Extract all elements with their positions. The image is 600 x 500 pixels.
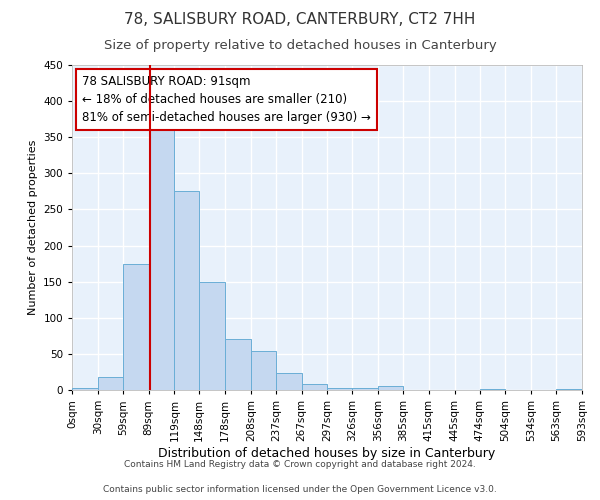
Bar: [352, 388, 378, 390]
Bar: [479, 388, 505, 390]
Bar: [302, 384, 328, 390]
Bar: [328, 388, 352, 390]
Text: 78, SALISBURY ROAD, CANTERBURY, CT2 7HH: 78, SALISBURY ROAD, CANTERBURY, CT2 7HH: [124, 12, 476, 28]
Bar: [72, 388, 98, 390]
Bar: [149, 126, 175, 390]
Text: Contains HM Land Registry data © Crown copyright and database right 2024.: Contains HM Land Registry data © Crown c…: [124, 460, 476, 469]
Bar: [251, 351, 276, 390]
Text: Contains public sector information licensed under the Open Government Licence v3: Contains public sector information licen…: [103, 485, 497, 494]
Bar: [276, 374, 302, 390]
Y-axis label: Number of detached properties: Number of detached properties: [28, 140, 38, 315]
Bar: [378, 386, 403, 390]
Bar: [98, 377, 123, 390]
Bar: [556, 388, 582, 390]
Bar: [225, 340, 251, 390]
Bar: [123, 264, 149, 390]
Text: 78 SALISBURY ROAD: 91sqm
← 18% of detached houses are smaller (210)
81% of semi-: 78 SALISBURY ROAD: 91sqm ← 18% of detach…: [82, 74, 371, 124]
Bar: [175, 192, 199, 390]
X-axis label: Distribution of detached houses by size in Canterbury: Distribution of detached houses by size …: [158, 446, 496, 460]
Bar: [199, 282, 225, 390]
Text: Size of property relative to detached houses in Canterbury: Size of property relative to detached ho…: [104, 40, 496, 52]
